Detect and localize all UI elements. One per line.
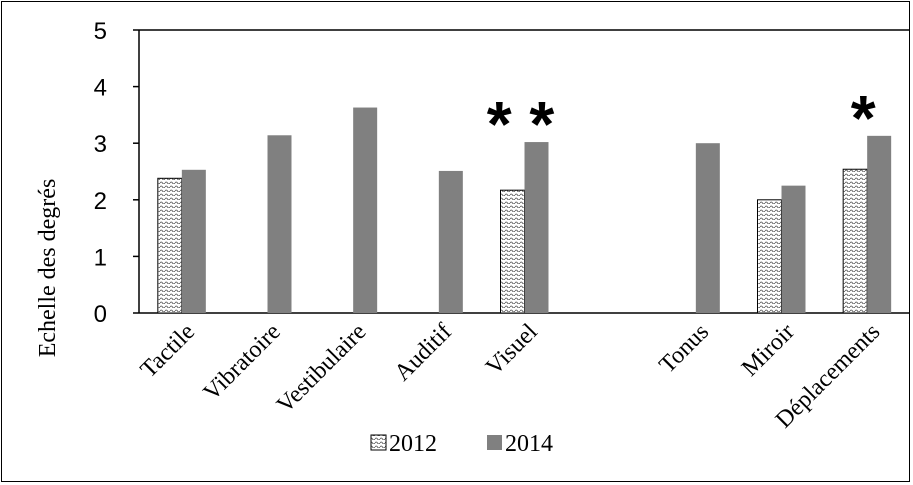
legend-swatch-2014 (487, 435, 502, 450)
category-label: Auditif (390, 319, 457, 386)
bar-2014-Auditif (438, 170, 463, 313)
category-label: Miroir (737, 319, 800, 382)
bar-2012-Déplacements (842, 168, 868, 314)
bar-2012-Miroir (757, 199, 782, 314)
bar-2014-Vestibulaire (353, 107, 378, 314)
category-label: Tactile (136, 319, 200, 383)
bar-2012-Visuel (500, 189, 525, 314)
y-axis-title: Echelle des degrés (35, 179, 61, 358)
bar-2014-Déplacements (867, 135, 892, 313)
y-tick-label: 3 (94, 131, 107, 158)
bar-2014-Miroir (781, 185, 806, 313)
y-tick-label: 1 (94, 244, 107, 271)
significance-marker: * (851, 82, 876, 154)
y-tick-label: 2 (94, 188, 107, 215)
y-tick-label: 0 (94, 301, 107, 328)
legend-label-2014: 2014 (505, 431, 553, 457)
bar-2014-Tonus (695, 143, 720, 313)
legend: 2012 2014 (370, 431, 553, 457)
y-tick-label: 4 (94, 75, 107, 102)
category-label: Vestibulaire (272, 319, 371, 418)
legend-label-2012: 2012 (389, 431, 437, 457)
significance-marker: * * (487, 88, 555, 160)
category-label: Vibratoire (199, 319, 286, 406)
bar-2014-Visuel (524, 142, 549, 313)
bar-2014-Tactile (181, 169, 206, 313)
category-label: Tonus (654, 319, 714, 379)
legend-swatch-2012 (370, 434, 387, 451)
bar-2014-Vibratoire (267, 135, 292, 313)
y-tick-label: 5 (94, 18, 107, 45)
bar-2012-Tactile (157, 177, 183, 314)
category-label: Visuel (481, 319, 543, 381)
